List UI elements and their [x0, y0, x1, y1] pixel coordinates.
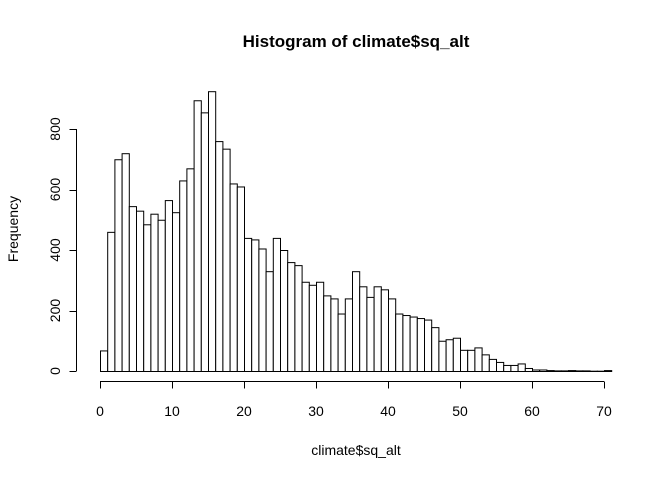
x-tick-label: 60 — [524, 403, 540, 419]
y-tick-label: 800 — [47, 117, 63, 141]
x-tick-label: 20 — [236, 403, 252, 419]
histogram-bar — [366, 296, 375, 373]
histogram-bar — [503, 364, 512, 373]
histogram-bar — [179, 180, 188, 372]
histogram-bar — [388, 298, 397, 372]
x-tick-label: 10 — [164, 403, 180, 419]
histogram-bar — [546, 370, 555, 372]
histogram-bar — [359, 286, 368, 372]
histogram-bar — [553, 370, 562, 373]
histogram-bar — [532, 369, 541, 372]
y-tick-label: 200 — [47, 299, 63, 323]
histogram-bar — [539, 369, 548, 372]
histogram-bar — [215, 141, 224, 372]
histogram-bar — [496, 361, 505, 372]
histogram-bar — [200, 112, 210, 373]
histogram-bar — [316, 281, 325, 373]
histogram-bar — [323, 295, 332, 373]
histogram-bar — [445, 339, 454, 372]
histogram-bar — [107, 231, 116, 372]
histogram-bar — [582, 370, 591, 373]
histogram-bar — [136, 210, 145, 372]
histogram-bar — [344, 298, 353, 372]
histogram-bars — [100, 91, 613, 373]
histogram-bar — [460, 349, 469, 373]
histogram-bar — [560, 370, 569, 373]
histogram-bar — [431, 327, 440, 373]
histogram-bar — [604, 370, 613, 372]
histogram-bar — [280, 250, 289, 372]
histogram-bar — [474, 347, 483, 372]
x-axis: 0 10 20 30 40 50 60 70 — [96, 381, 612, 419]
histogram-bar — [222, 148, 231, 372]
y-axis: 0 200 400 600 800 — [47, 117, 77, 375]
histogram-bar — [128, 206, 138, 372]
histogram-bar — [114, 159, 123, 372]
y-tick-label: 400 — [47, 238, 63, 262]
histogram-bar — [424, 319, 433, 373]
histogram-bar — [452, 337, 461, 373]
histogram-bar — [229, 183, 238, 372]
histogram-bar — [575, 370, 584, 373]
histogram-bar — [438, 340, 447, 372]
histogram-bar — [409, 316, 418, 372]
histogram-bar — [121, 153, 130, 372]
histogram-bar — [193, 100, 202, 372]
histogram-bar — [481, 354, 490, 372]
y-tick-label: 600 — [47, 178, 63, 202]
x-tick-label: 40 — [380, 403, 396, 419]
histogram-bar — [510, 364, 519, 373]
chart-title: Histogram of climate$sq_alt — [243, 32, 470, 51]
histogram-bar — [236, 186, 246, 372]
histogram-bar — [251, 239, 260, 372]
histogram-bar — [244, 237, 253, 372]
histogram-bar — [488, 358, 497, 372]
histogram-bar — [164, 200, 174, 372]
histogram-bar — [157, 219, 166, 372]
histogram-bar — [467, 349, 476, 373]
histogram-bar — [402, 315, 411, 373]
histogram-bar — [100, 350, 109, 372]
histogram-bar — [186, 168, 195, 372]
histogram-bar — [416, 318, 425, 372]
histogram-bar — [208, 91, 217, 372]
histogram-bar — [287, 262, 296, 373]
histogram-bar — [380, 289, 389, 373]
histogram-bar — [143, 224, 152, 372]
histogram-bar — [172, 212, 181, 372]
x-tick-label: 0 — [96, 403, 104, 419]
y-axis-label: Frequency — [5, 196, 21, 262]
histogram-bar — [524, 367, 533, 373]
histogram-bar — [272, 237, 281, 372]
x-axis-label: climate$sq_alt — [311, 442, 401, 458]
histogram-bar — [294, 265, 303, 373]
histogram-bar — [352, 271, 361, 372]
x-tick-label: 70 — [596, 403, 612, 419]
histogram-bar — [301, 281, 310, 373]
histogram-bar — [517, 363, 526, 373]
x-tick-label: 50 — [452, 403, 468, 419]
histogram-bar — [258, 248, 267, 373]
histogram-bar — [395, 313, 404, 372]
histogram-bar — [265, 271, 274, 372]
histogram-bar — [330, 298, 339, 372]
histogram-bar — [150, 213, 159, 372]
histogram-bar — [568, 370, 577, 372]
histogram-bar — [308, 284, 317, 373]
y-tick-label: 0 — [47, 367, 63, 375]
histogram-bar — [373, 286, 382, 372]
x-tick-label: 30 — [308, 403, 324, 419]
histogram-bar — [337, 313, 346, 372]
